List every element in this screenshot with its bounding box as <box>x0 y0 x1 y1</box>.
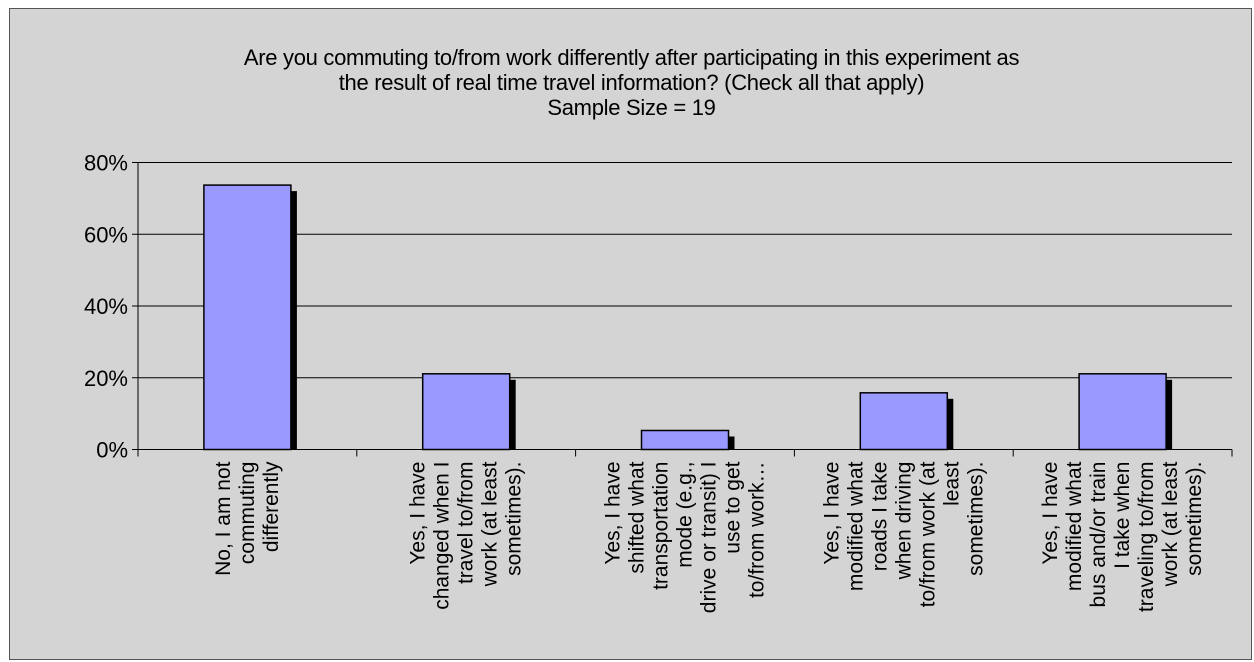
bar <box>421 373 511 451</box>
bar <box>1078 373 1167 451</box>
x-category-label: Yes, I have shifted what transportation mod… <box>602 461 769 613</box>
y-tick-label: 0% <box>96 438 128 463</box>
x-category-label-line: sometimes). <box>964 462 987 576</box>
x-category-label-line: when driving <box>892 462 915 581</box>
x-category-label-line: bus and/or train <box>1087 462 1110 608</box>
x-category-label-line: drive or transit) I <box>698 462 721 614</box>
x-category-label-line: work (at least <box>1159 461 1182 587</box>
x-category-label-line: differently <box>260 461 283 552</box>
x-category-label-line: Yes, I have <box>1039 462 1062 565</box>
x-category-label: Yes, I have modified what roads I take when… <box>820 461 987 607</box>
chart-frame: Are you commuting to/from work different… <box>9 8 1252 660</box>
y-tick-label: 80% <box>84 151 128 176</box>
chart-title-line-3: Sample Size = 19 <box>547 95 716 120</box>
x-category-label-line: use to get <box>722 461 745 553</box>
bar <box>640 429 730 451</box>
x-category-label-line: Yes, I have <box>407 462 430 565</box>
x-category-label-line: to/from work… <box>746 462 769 599</box>
bar <box>203 184 292 451</box>
bar-chart-plot: 0% 20% 40% 60% 80% No, I am not commuting diffe… <box>84 151 1233 613</box>
x-category-label-line: commuting <box>236 462 259 565</box>
x-category-label-line: transportation <box>650 462 673 590</box>
bar <box>859 392 949 451</box>
x-category-label-line: sometimes). <box>1183 462 1206 576</box>
x-category-label-line: traveling to/from <box>1135 462 1158 613</box>
x-category-label-line: sometimes). <box>503 462 526 576</box>
x-category-label-line: to/from work (at <box>916 461 939 607</box>
y-tick-label: 20% <box>84 366 128 391</box>
x-category-label-line: Yes, I have <box>820 462 843 565</box>
y-tick-label: 40% <box>84 294 128 319</box>
chart-title-line-1: Are you commuting to/from work different… <box>243 45 1020 70</box>
x-category-label-line: roads I take <box>868 462 891 572</box>
x-category-label-line: I take when <box>1111 462 1134 569</box>
x-category-label-line: least <box>940 461 963 506</box>
chart-title: Are you commuting to/from work different… <box>10 45 1251 120</box>
x-category-label-line: No, I am not <box>212 461 235 576</box>
x-category-label-line: travel to/from <box>455 462 478 585</box>
x-category-label-line: shifted what <box>626 461 649 573</box>
x-category-label-line: modified what <box>844 461 867 591</box>
x-category-label-line: Yes, I have <box>602 462 625 565</box>
x-category-label-line: mode (e.g., <box>674 462 697 568</box>
y-tick-label: 60% <box>84 222 128 247</box>
x-category-label: No, I am not commuting differently <box>212 461 283 576</box>
x-category-label-line: changed when I <box>431 462 454 610</box>
x-category-label-line: work (at least <box>479 461 502 587</box>
x-category-label-line: modified what <box>1063 461 1086 591</box>
chart-title-line-2: the result of real time travel informati… <box>338 70 925 95</box>
x-category-label: Yes, I have modified what bus and/or train… <box>1039 461 1206 612</box>
